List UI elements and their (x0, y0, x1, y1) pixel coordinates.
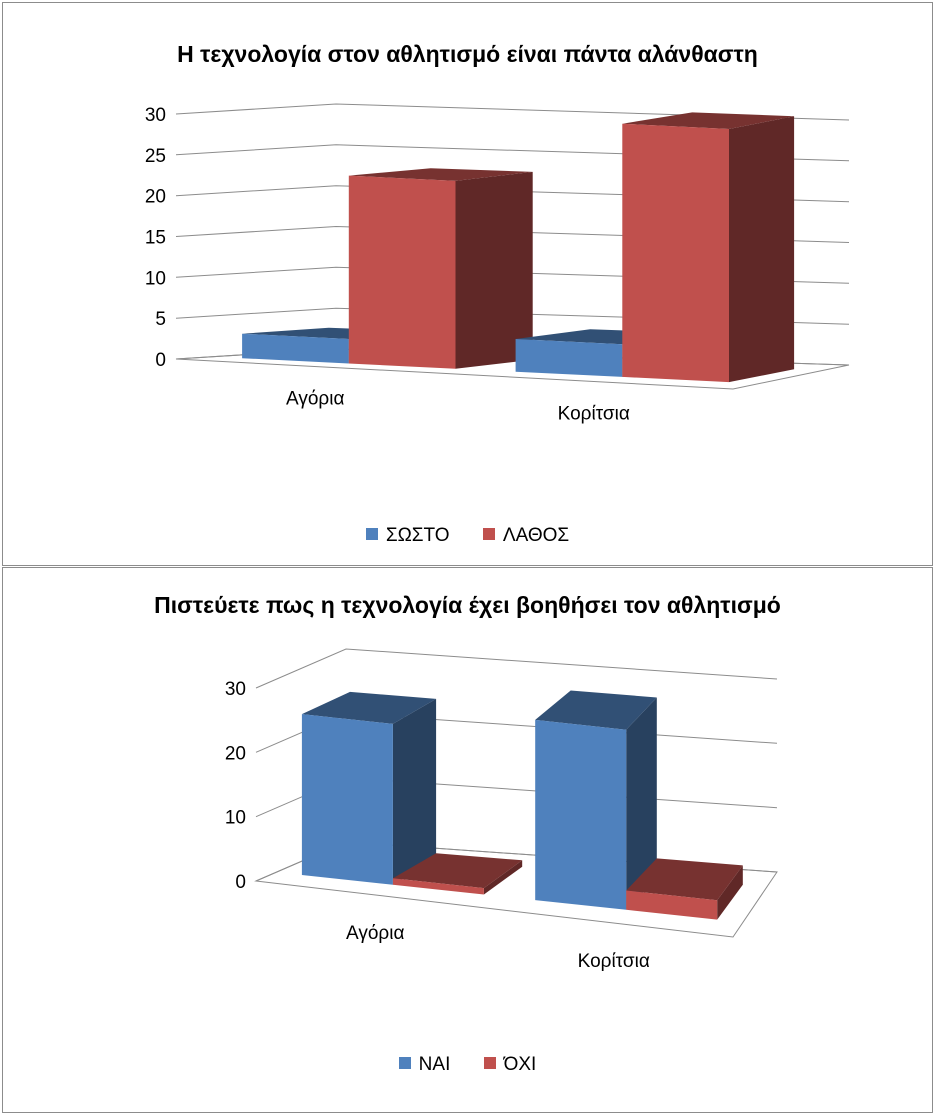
x-category-label: Αγόρια (346, 923, 404, 944)
bar-ΌΧΙ-Κορίτσια-top (626, 858, 743, 901)
bar-ΌΧΙ-Κορίτσια (626, 890, 718, 920)
bar-ΌΧΙ-Κορίτσια-side (717, 865, 743, 920)
chart-title: Πιστεύετε πως η τεχνολογία έχει βοηθήσει… (154, 592, 781, 618)
y-tick-label: 20 (225, 743, 246, 764)
legend: ΝΑΙ ΌΧΙ (3, 1054, 932, 1076)
gridline (255, 648, 778, 689)
y-tick-label: 15 (145, 228, 166, 249)
gridline (175, 103, 850, 121)
x-category-label: Κορίτσια (558, 404, 630, 425)
legend-item-wrong: ΛΑΘΟΣ (482, 525, 570, 547)
legend-item-yes: ΝΑΙ (398, 1054, 451, 1076)
legend-swatch (483, 1056, 496, 1069)
y-tick-label: 20 (145, 187, 166, 208)
plot-area: 0 10 20 30 Αγόρια Κορίτσια (225, 648, 778, 972)
bar-ΣΩΣΤΟ-Αγόρια (242, 333, 349, 364)
y-tick-label: 0 (235, 872, 246, 893)
bar-ΛΑΘΟΣ-Κορίτσια-top (622, 112, 795, 129)
bar-ΛΑΘΟΣ-Αγόρια-side (455, 171, 533, 369)
bar-ΌΧΙ-Αγόρια-side (483, 860, 523, 895)
y-tick-label: 30 (145, 105, 166, 126)
legend-swatch (482, 527, 495, 540)
legend-item-no: ΌΧΙ (483, 1054, 537, 1076)
plot-area: 0 5 10 15 20 25 30 Αγόρια Κορίτσια (145, 103, 850, 425)
chart-panel-technology-infallible: Η τεχνολογία στον αθλητισμό είναι πάντα … (2, 2, 933, 566)
legend-label: ΝΑΙ (418, 1054, 451, 1075)
bar-ΛΑΘΟΣ-Αγόρια (348, 175, 456, 369)
bar-ΌΧΙ-Αγόρια (392, 878, 484, 895)
legend-label: ΛΑΘΟΣ (502, 525, 570, 546)
bar-ΝΑΙ-Αγόρια (301, 714, 393, 885)
x-category-label: Κορίτσια (578, 951, 650, 972)
legend-item-correct: ΣΩΣΤΟ (365, 525, 450, 547)
y-tick-label: 5 (155, 309, 166, 330)
bar-ΝΑΙ-Κορίτσια (535, 719, 627, 910)
legend-label: ΣΩΣΤΟ (385, 525, 450, 546)
y-tick-label: 10 (145, 268, 166, 289)
chart-panel-technology-helped: Πιστεύετε πως η τεχνολογία έχει βοηθήσει… (2, 567, 933, 1113)
bar-ΝΑΙ-Αγόρια-top (301, 691, 437, 724)
bar-ΝΑΙ-Κορίτσια-top (535, 690, 657, 730)
legend-label: ΌΧΙ (503, 1054, 537, 1075)
y-tick-label: 25 (145, 146, 166, 167)
y-tick-label: 10 (225, 808, 246, 829)
bar-ΝΑΙ-Αγόρια-side (392, 698, 437, 885)
legend: ΣΩΣΤΟ ΛΑΘΟΣ (3, 525, 932, 547)
bar-ΛΑΘΟΣ-Αγόρια-top (348, 168, 533, 181)
bar-ΛΑΘΟΣ-Κορίτσια-side (729, 116, 795, 383)
legend-swatch (398, 1056, 411, 1069)
bar-ΛΑΘΟΣ-Κορίτσια (622, 123, 729, 383)
y-tick-label: 0 (155, 350, 166, 371)
legend-swatch (365, 527, 378, 540)
bar-ΌΧΙ-Αγόρια-top (392, 853, 523, 889)
chart-title: Η τεχνολογία στον αθλητισμό είναι πάντα … (177, 41, 758, 67)
bar-ΝΑΙ-Κορίτσια-side (626, 697, 657, 910)
bar-ΣΩΣΤΟ-Κορίτσια (515, 339, 623, 377)
y-tick-label: 30 (225, 679, 246, 700)
x-category-label: Αγόρια (286, 389, 344, 410)
